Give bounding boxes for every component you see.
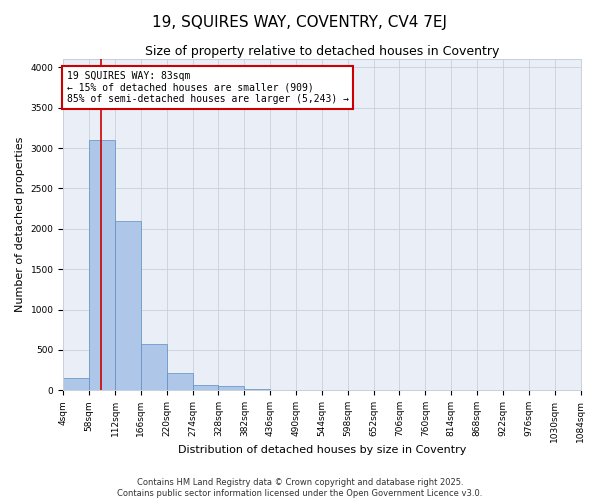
Bar bbox=[115, 220, 141, 390]
Bar bbox=[244, 389, 270, 390]
Y-axis label: Number of detached properties: Number of detached properties bbox=[15, 137, 25, 312]
Bar bbox=[193, 384, 218, 390]
Bar bbox=[89, 140, 115, 390]
Bar bbox=[167, 372, 193, 390]
Text: 19, SQUIRES WAY, COVENTRY, CV4 7EJ: 19, SQUIRES WAY, COVENTRY, CV4 7EJ bbox=[152, 15, 448, 30]
Bar bbox=[141, 344, 167, 390]
Bar bbox=[63, 378, 89, 390]
Bar bbox=[218, 386, 244, 390]
Text: Contains HM Land Registry data © Crown copyright and database right 2025.
Contai: Contains HM Land Registry data © Crown c… bbox=[118, 478, 482, 498]
Text: 19 SQUIRES WAY: 83sqm
← 15% of detached houses are smaller (909)
85% of semi-det: 19 SQUIRES WAY: 83sqm ← 15% of detached … bbox=[67, 71, 349, 104]
X-axis label: Distribution of detached houses by size in Coventry: Distribution of detached houses by size … bbox=[178, 445, 466, 455]
Title: Size of property relative to detached houses in Coventry: Size of property relative to detached ho… bbox=[145, 45, 499, 58]
